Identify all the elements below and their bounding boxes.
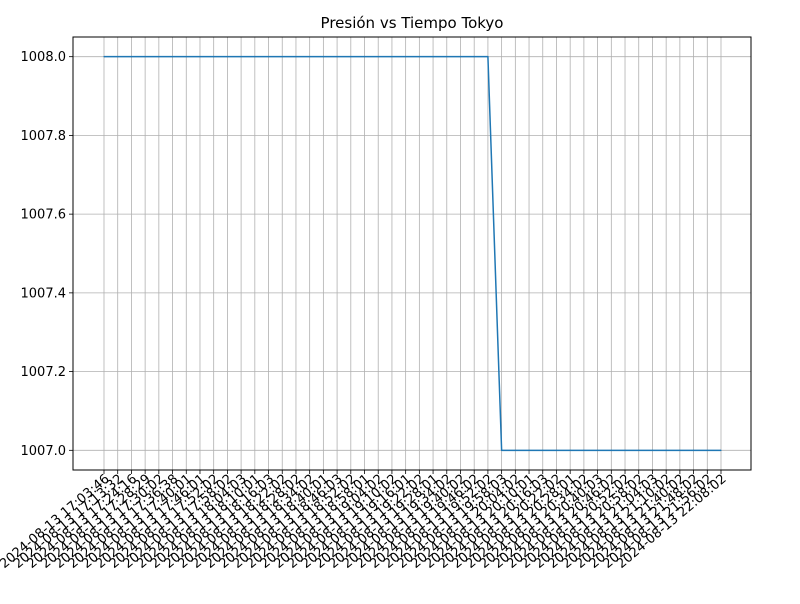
data-point (322, 56, 324, 58)
data-point (555, 449, 558, 451)
data-point (377, 56, 379, 58)
data-point (405, 56, 407, 58)
data-point (514, 449, 516, 451)
data-point (336, 56, 338, 58)
y-tick-label: 1007.2 (21, 365, 67, 380)
series-layer (103, 55, 722, 452)
data-point (130, 56, 133, 58)
data-point (473, 56, 475, 58)
data-point (583, 449, 585, 451)
data-point (226, 56, 228, 58)
data-point (624, 449, 626, 451)
data-point (638, 449, 640, 451)
data-point (651, 449, 654, 451)
data-point (363, 56, 366, 58)
data-point (528, 449, 530, 451)
data-point (240, 56, 242, 58)
data-point (171, 56, 174, 58)
series-line (104, 55, 721, 452)
y-tick-label: 1008.0 (21, 50, 67, 65)
data-point (199, 56, 201, 58)
data-point (254, 56, 256, 58)
data-point (610, 449, 612, 451)
y-tick-label: 1007.6 (21, 208, 67, 223)
data-point (158, 56, 160, 58)
y-tick-label: 1007.0 (21, 444, 67, 459)
data-point (391, 56, 393, 58)
data-point (432, 56, 434, 58)
data-point (350, 56, 352, 58)
data-point (185, 56, 187, 58)
data-point (679, 449, 681, 451)
data-point (706, 449, 708, 451)
data-point (597, 449, 599, 451)
plot-frame (72, 36, 752, 471)
data-point (103, 56, 105, 58)
data-point (446, 56, 448, 58)
data-point (418, 56, 420, 58)
data-point (665, 449, 667, 451)
grid-layer (73, 37, 751, 470)
data-point (459, 56, 462, 58)
data-point (309, 56, 311, 58)
data-point (144, 56, 146, 58)
data-point (281, 56, 283, 58)
data-point (720, 449, 722, 451)
data-point (692, 449, 695, 451)
data-point (295, 56, 297, 58)
data-point (542, 449, 544, 451)
data-point (267, 56, 270, 58)
y-tick-label: 1007.4 (21, 286, 67, 301)
y-tick-label: 1007.8 (21, 129, 67, 144)
data-point (569, 449, 571, 451)
data-point (487, 56, 489, 58)
data-point (501, 449, 503, 451)
data-point (213, 56, 215, 58)
data-point (117, 56, 119, 58)
chart-title: Presión vs Tiempo Tokyo (321, 14, 504, 32)
